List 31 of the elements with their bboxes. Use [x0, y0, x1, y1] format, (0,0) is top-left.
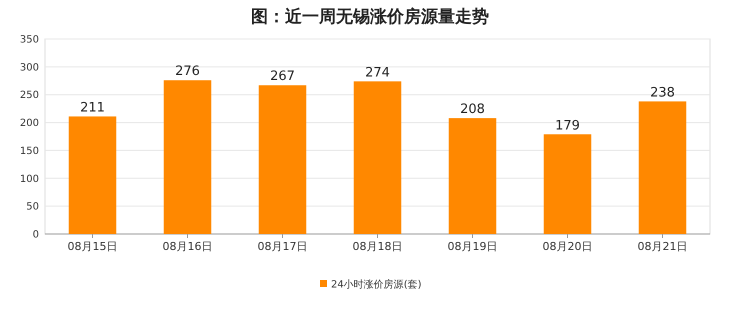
- y-tick-label: 50: [26, 202, 39, 213]
- bar: [164, 80, 212, 234]
- x-tick-label: 08月16日: [162, 240, 212, 253]
- data-label: 267: [270, 69, 295, 84]
- x-tick-label: 08月18日: [352, 240, 402, 253]
- bar: [638, 101, 686, 234]
- data-label: 179: [555, 118, 580, 134]
- chart-title: 图：近一周无锡涨价房源量走势: [251, 7, 489, 27]
- bar: [354, 81, 402, 234]
- y-tick-label: 200: [20, 118, 39, 130]
- data-label: 238: [650, 85, 675, 100]
- y-tick-label: 300: [20, 62, 39, 74]
- bar: [258, 85, 306, 234]
- x-tick-label: 08月17日: [258, 240, 308, 253]
- y-tick-label: 0: [32, 230, 39, 240]
- data-label: 274: [365, 65, 390, 80]
- bar: [68, 116, 116, 234]
- y-tick-label: 350: [20, 34, 39, 46]
- y-tick-label: 100: [20, 174, 39, 185]
- x-tick-label: 08月20日: [542, 240, 592, 253]
- x-tick-label: 08月21日: [638, 240, 688, 253]
- data-label: 276: [175, 64, 200, 80]
- data-label: 208: [460, 102, 485, 118]
- legend-label: 24小时涨价房源(套): [331, 278, 422, 290]
- y-tick-label: 250: [20, 90, 39, 102]
- data-label: 211: [80, 100, 105, 116]
- x-tick-label: 08月15日: [68, 240, 118, 253]
- x-tick-label: 08月19日: [448, 240, 498, 253]
- bar: [448, 118, 496, 234]
- y-tick-label: 150: [20, 146, 39, 157]
- bar: [544, 134, 592, 234]
